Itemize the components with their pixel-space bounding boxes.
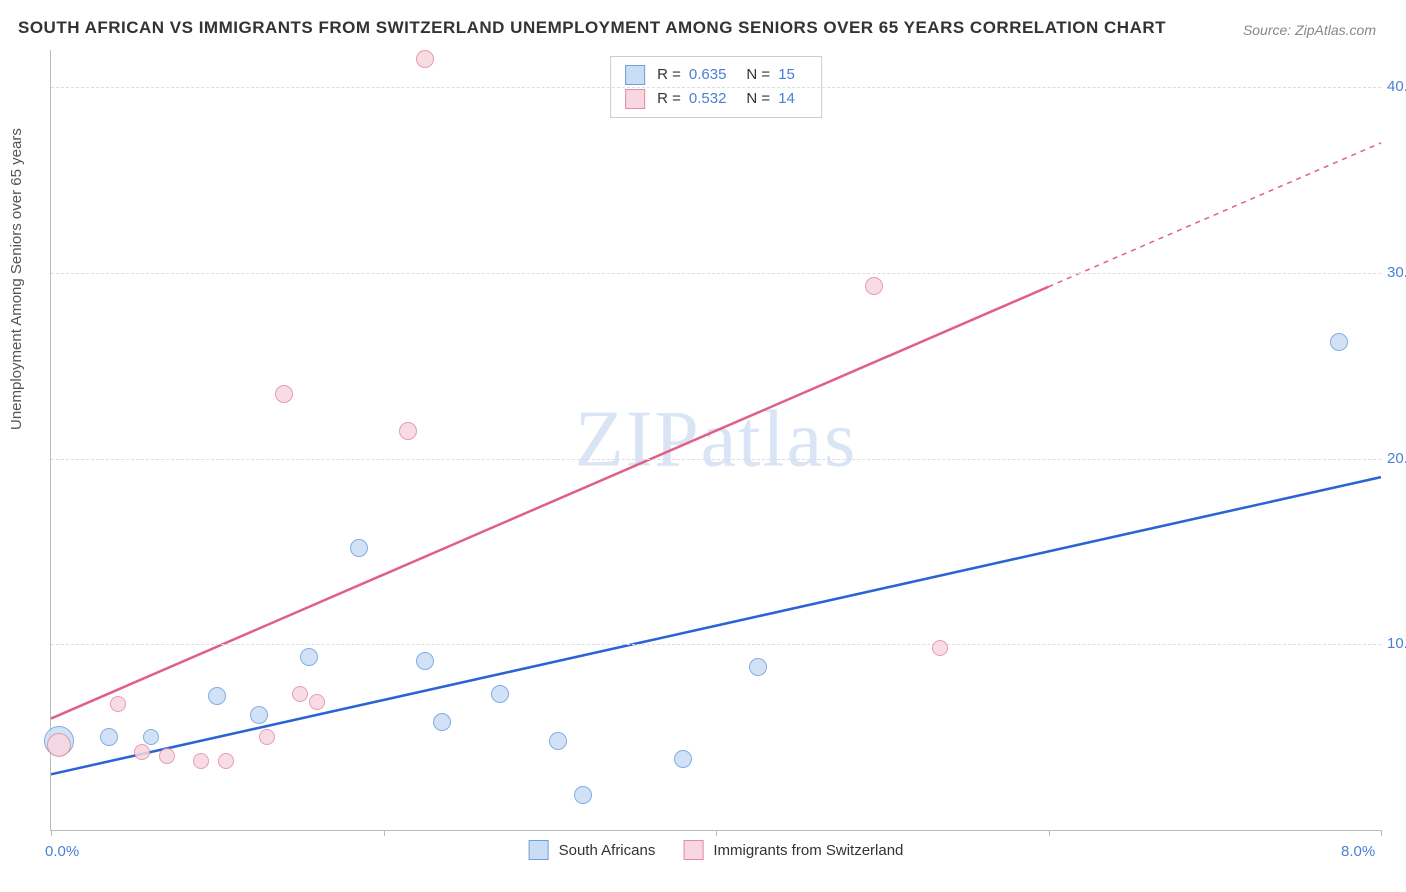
legend-stats-row-2: R = 0.532 N = 14 — [625, 87, 807, 111]
scatter-point — [1330, 333, 1348, 351]
scatter-point — [309, 694, 325, 710]
scatter-point — [865, 277, 883, 295]
gridline — [51, 459, 1381, 460]
scatter-point — [574, 786, 592, 804]
n-label: N = — [746, 63, 770, 87]
x-tick — [716, 830, 717, 836]
y-axis-label: Unemployment Among Seniors over 65 years — [8, 128, 25, 430]
x-tick — [1049, 830, 1050, 836]
y-tick-label: 20.0% — [1387, 450, 1406, 467]
n-value-1: 15 — [778, 63, 795, 87]
plot-area: ZIPatlas R = 0.635 N = 15 R = 0.532 N = … — [50, 50, 1381, 831]
scatter-point — [100, 728, 118, 746]
scatter-point — [250, 706, 268, 724]
y-tick-label: 10.0% — [1387, 635, 1406, 652]
scatter-point — [399, 422, 417, 440]
legend-swatch-pink-bottom — [683, 840, 703, 860]
legend-swatch-blue-bottom — [529, 840, 549, 860]
legend-swatch-blue — [625, 65, 645, 85]
x-tick-label: 0.0% — [45, 843, 79, 860]
legend-item-1: South Africans — [529, 840, 656, 860]
gridline — [51, 273, 1381, 274]
scatter-point — [259, 729, 275, 745]
scatter-point — [749, 658, 767, 676]
source-credit: Source: ZipAtlas.com — [1243, 22, 1376, 38]
legend-item-2: Immigrants from Switzerland — [683, 840, 903, 860]
scatter-point — [932, 640, 948, 656]
scatter-point — [193, 753, 209, 769]
x-tick-label: 8.0% — [1341, 843, 1375, 860]
legend-label-2: Immigrants from Switzerland — [713, 842, 903, 859]
scatter-point — [549, 732, 567, 750]
y-tick-label: 30.0% — [1387, 264, 1406, 281]
r-value-2: 0.532 — [689, 87, 727, 111]
y-tick-label: 40.0% — [1387, 78, 1406, 95]
legend-swatch-pink — [625, 89, 645, 109]
n-value-2: 14 — [778, 87, 795, 111]
scatter-point — [47, 733, 71, 757]
scatter-point — [143, 729, 159, 745]
scatter-point — [134, 744, 150, 760]
scatter-point — [275, 385, 293, 403]
legend-label-1: South Africans — [559, 842, 656, 859]
scatter-point — [218, 753, 234, 769]
scatter-point — [292, 686, 308, 702]
r-label: R = — [657, 63, 681, 87]
gridline — [51, 87, 1381, 88]
r-value-1: 0.635 — [689, 63, 727, 87]
legend-bottom: South Africans Immigrants from Switzerla… — [529, 840, 904, 860]
chart-title: SOUTH AFRICAN VS IMMIGRANTS FROM SWITZER… — [18, 18, 1166, 38]
scatter-point — [159, 748, 175, 764]
x-tick — [51, 830, 52, 836]
scatter-point — [208, 687, 226, 705]
scatter-point — [416, 50, 434, 68]
r-label-2: R = — [657, 87, 681, 111]
scatter-point — [110, 696, 126, 712]
scatter-point — [300, 648, 318, 666]
scatter-point — [491, 685, 509, 703]
scatter-point — [416, 652, 434, 670]
scatter-point — [433, 713, 451, 731]
n-label-2: N = — [746, 87, 770, 111]
gridline — [51, 644, 1381, 645]
legend-stats-row-1: R = 0.635 N = 15 — [625, 63, 807, 87]
scatter-point — [674, 750, 692, 768]
x-tick — [384, 830, 385, 836]
scatter-point — [350, 539, 368, 557]
x-tick — [1381, 830, 1382, 836]
